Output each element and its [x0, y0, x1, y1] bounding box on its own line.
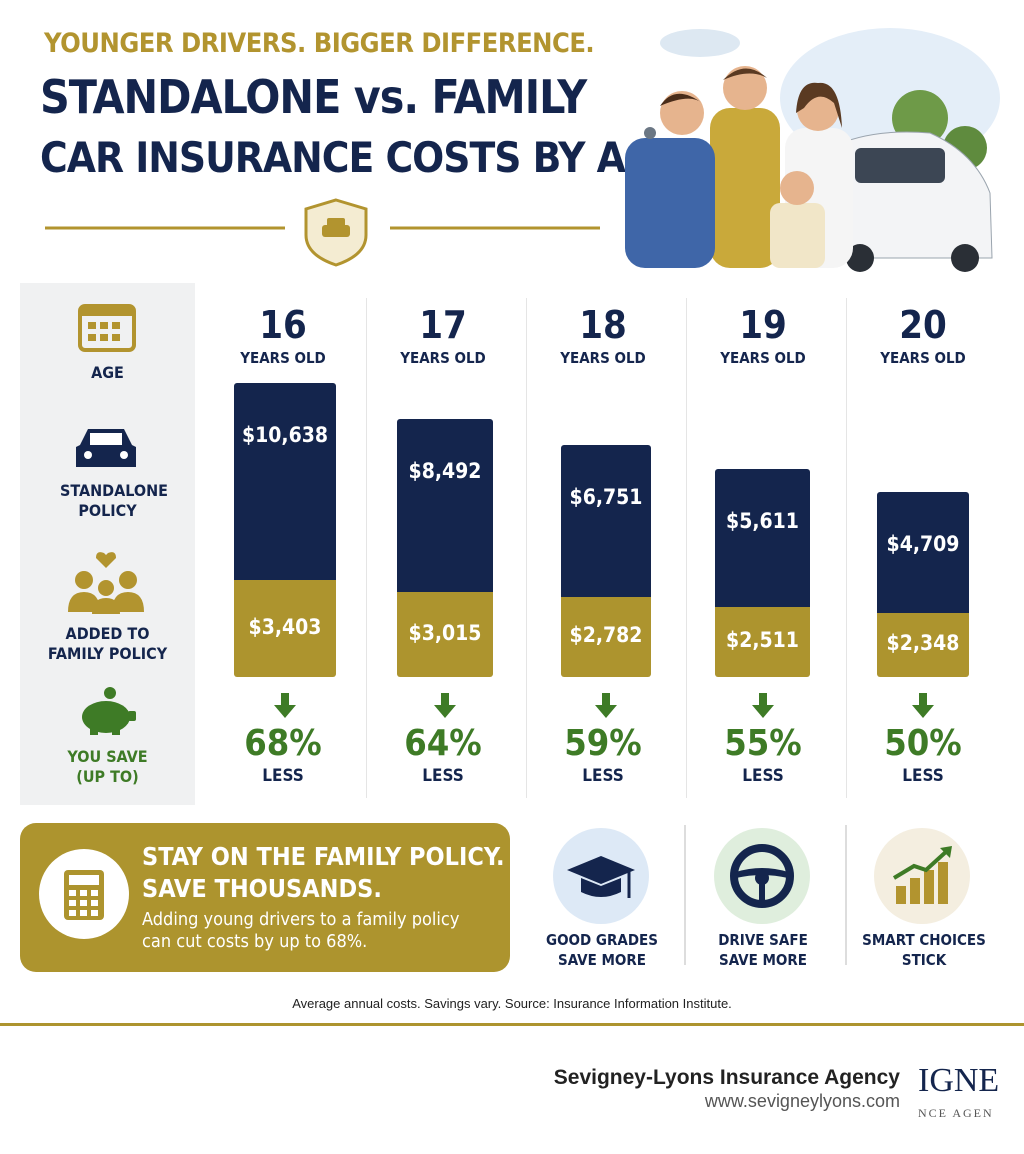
tip-line: STICK — [901, 951, 947, 969]
savings-label: LESS — [902, 766, 944, 786]
savings-label: LESS — [422, 766, 464, 786]
family-cost: $2,348 — [886, 631, 960, 655]
age-unit: YEARS OLD — [240, 349, 326, 367]
standalone-cost: $6,751 — [569, 485, 643, 509]
tip: DRIVE SAFE SAVE MORE — [683, 930, 843, 970]
tip-line: SAVE MORE — [718, 951, 808, 969]
standalone-cost: $5,611 — [726, 509, 799, 533]
agency-name: Sevigney-Lyons Insurance Agency — [553, 1066, 900, 1089]
wheel-icon — [714, 828, 810, 924]
column-separator — [526, 298, 527, 798]
savings-label: LESS — [262, 766, 304, 786]
title-line: CAR INSURANCE COSTS BY AGE — [40, 133, 681, 182]
calendar-icon — [78, 304, 136, 352]
family-cost: $3,015 — [408, 620, 482, 645]
footer-rule — [0, 1023, 1024, 1026]
tip: GOOD GRADES SAVE MORE — [522, 930, 682, 970]
age-unit: YEARS OLD — [400, 349, 486, 367]
banner-headline: SAVE THOUSANDS. — [142, 874, 382, 903]
growth-icon — [874, 828, 970, 924]
column-separator — [686, 298, 687, 798]
savings-percent: 50% — [884, 723, 962, 764]
down-arrow — [434, 693, 456, 718]
separator — [684, 825, 686, 965]
row-label: AGE — [91, 363, 124, 382]
age-number: 20 — [899, 303, 947, 347]
age-number: 17 — [419, 303, 467, 347]
savings-percent: 64% — [404, 723, 482, 764]
age-column: 16 YEARS OLD $10,638 $3,403 68% LESS — [207, 293, 359, 803]
agency-url: www.sevigneylyons.com — [704, 1091, 900, 1111]
age-unit: YEARS OLD — [880, 349, 966, 367]
tip-line: SAVE MORE — [557, 951, 647, 969]
age-number: 19 — [739, 303, 787, 347]
standalone-cost: $4,709 — [886, 532, 960, 556]
standalone-bar — [877, 492, 969, 613]
savings-percent: 55% — [724, 723, 802, 764]
separator — [845, 825, 847, 965]
family-cost: $2,782 — [569, 623, 643, 647]
banner-headline: STAY ON THE FAMILY POLICY. — [142, 842, 505, 871]
savings-percent: 59% — [564, 723, 642, 764]
age-column: 19 YEARS OLD $5,611 $2,511 55% LESS — [687, 293, 839, 803]
family-illustration — [625, 28, 1000, 272]
down-arrow — [595, 693, 617, 718]
title-line: STANDALONE vs. FAMILY — [40, 70, 587, 124]
age-unit: YEARS OLD — [720, 349, 806, 367]
row-label: YOU SAVE (UP TO) — [67, 747, 148, 786]
grad-cap-icon — [553, 828, 649, 924]
savings-label: LESS — [582, 766, 624, 786]
down-arrow — [274, 693, 296, 718]
banner-text: Adding young drivers to a family policy … — [142, 909, 460, 952]
standalone-cost: $10,638 — [241, 423, 329, 447]
standalone-bar — [397, 419, 493, 592]
savings-percent: 68% — [244, 723, 322, 764]
age-number: 16 — [259, 303, 307, 347]
tip-line: SMART CHOICES — [862, 931, 986, 949]
age-column: 20 YEARS OLD $4,709 $2,348 50% LESS — [847, 293, 999, 803]
row-label: STANDALONE POLICY — [60, 481, 168, 520]
tip-line: DRIVE SAFE — [718, 931, 808, 949]
standalone-bar — [234, 383, 336, 580]
column-separator — [846, 298, 847, 798]
divider-shield — [45, 198, 600, 267]
down-arrow — [912, 693, 934, 718]
age-column: 18 YEARS OLD $6,751 $2,782 59% LESS — [527, 293, 679, 803]
kicker: YOUNGER DRIVERS. BIGGER DIFFERENCE. — [44, 28, 595, 59]
savings-label: LESS — [742, 766, 784, 786]
family-bar — [877, 613, 969, 677]
tip: SMART CHOICES STICK — [844, 930, 1004, 970]
calculator-icon — [39, 849, 129, 939]
age-number: 18 — [579, 303, 627, 347]
row-label: ADDED TO FAMILY POLICY — [47, 624, 168, 663]
family-bar — [561, 597, 651, 677]
logo-subtext: NCE AGEN — [918, 1106, 994, 1120]
piggy-icon — [82, 687, 136, 735]
column-separator — [366, 298, 367, 798]
family-bar — [397, 592, 493, 677]
standalone-bar — [561, 445, 651, 597]
down-arrow — [751, 693, 774, 718]
car-icon — [76, 429, 136, 467]
family-icon — [68, 552, 144, 614]
age-column: 17 YEARS OLD $8,492 $3,015 64% LESS — [367, 293, 519, 803]
age-unit: YEARS OLD — [560, 349, 646, 367]
footnote: Average annual costs. Savings vary. Sour… — [292, 996, 732, 1011]
standalone-cost: $8,492 — [408, 459, 482, 483]
standalone-bar — [715, 469, 810, 607]
family-cost: $3,403 — [248, 614, 322, 639]
family-bar — [234, 580, 336, 677]
family-bar — [715, 607, 810, 677]
family-cost: $2,511 — [726, 628, 799, 652]
tip-line: GOOD GRADES — [546, 931, 658, 949]
logo-text: IGNE — [918, 1062, 1000, 1099]
